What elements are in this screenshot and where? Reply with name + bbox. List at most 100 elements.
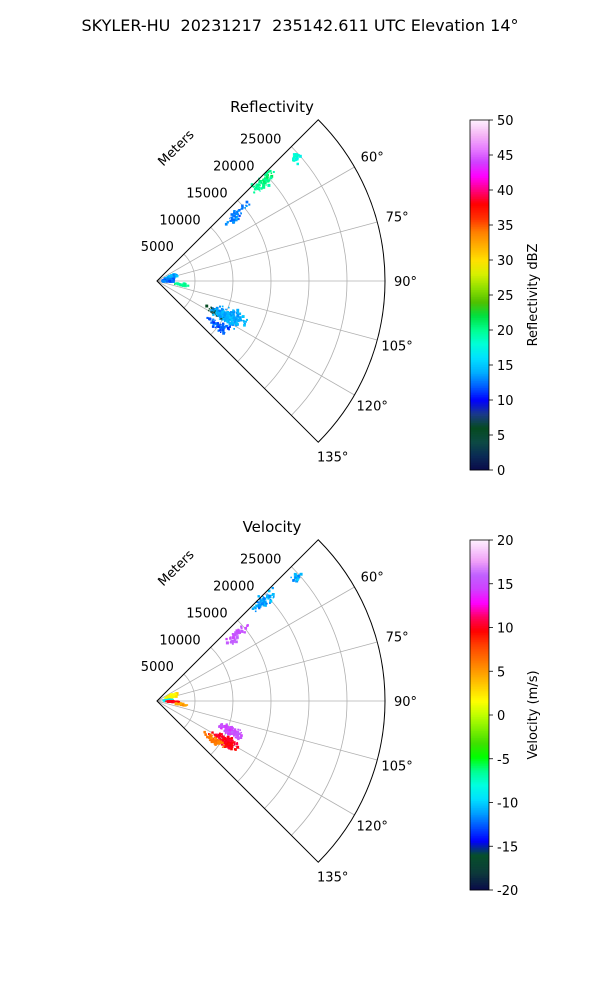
reflectivity-colorbar-swatch	[470, 415, 489, 418]
velocity-colorbar-swatch	[470, 758, 489, 761]
reflectivity-echo-gate	[221, 308, 223, 310]
velocity-colorbar-swatch	[470, 596, 489, 599]
reflectivity-colorbar-swatch	[470, 421, 489, 424]
reflectivity-echo-gate	[255, 184, 257, 186]
reflectivity-echo-gate	[174, 282, 177, 285]
velocity-echo-gate	[225, 641, 229, 645]
reflectivity-colorbar-tick-label: 25	[497, 289, 514, 304]
reflectivity-colorbar-swatch	[470, 153, 489, 156]
reflectivity-colorbar-swatch	[470, 338, 489, 341]
reflectivity-colorbar-swatch	[470, 310, 489, 313]
reflectivity-echo-gate	[263, 182, 266, 185]
reflectivity-colorbar-swatch	[470, 225, 489, 228]
velocity-echo-gate	[258, 607, 261, 610]
reflectivity-echo-gate	[205, 304, 207, 307]
reflectivity-echo-gate	[253, 185, 256, 187]
velocity-radial-axis-label: Meters	[156, 547, 198, 589]
reflectivity-colorbar-swatch	[470, 142, 489, 145]
velocity-colorbar-swatch	[470, 634, 489, 637]
velocity-colorbar-swatch	[470, 811, 489, 814]
reflectivity-colorbar-swatch	[470, 314, 489, 317]
reflectivity-echo-gate	[212, 318, 215, 321]
velocity-colorbar-tick-label: -10	[497, 797, 518, 812]
reflectivity-echo-gate	[226, 327, 230, 330]
reflectivity-echo-gate	[265, 175, 269, 179]
velocity-echo-gate	[235, 742, 239, 746]
velocity-colorbar-swatch	[470, 543, 489, 546]
velocity-echo-gate	[209, 738, 211, 740]
velocity-echo-gate	[244, 627, 248, 630]
velocity-echo-gate	[221, 746, 224, 748]
velocity-echo-cluster	[290, 572, 303, 583]
reflectivity-colorbar-swatch	[470, 221, 489, 224]
velocity-echo-gate	[237, 728, 240, 731]
velocity-echo-gate	[227, 732, 230, 735]
velocity-echo-gate	[297, 577, 300, 580]
velocity-echo-gate	[213, 734, 216, 736]
velocity-echo-gate	[170, 694, 173, 697]
velocity-colorbar-swatch	[470, 765, 489, 768]
velocity-echo-gate	[238, 732, 241, 735]
reflectivity-colorbar-swatch	[470, 387, 489, 390]
velocity-colorbar-swatch	[470, 699, 489, 702]
velocity-echo-gate	[251, 607, 255, 610]
reflectivity-echo-gate	[241, 315, 245, 318]
reflectivity-colorbar-swatch	[470, 281, 489, 284]
reflectivity-colorbar-swatch	[470, 247, 489, 250]
velocity-colorbar-swatch	[470, 664, 489, 667]
reflectivity-echo-gate	[221, 313, 224, 316]
reflectivity-echo-gate	[259, 184, 261, 187]
reflectivity-echo-gate	[226, 314, 228, 317]
reflectivity-colorbar-swatch	[470, 162, 489, 165]
velocity-echo-gate	[206, 735, 209, 739]
velocity-colorbar-swatch	[470, 755, 489, 758]
reflectivity-colorbar-swatch	[470, 389, 489, 392]
reflectivity-echo-gate	[237, 209, 240, 212]
reflectivity-echo-gate	[222, 308, 225, 311]
velocity-echo-gate	[224, 727, 228, 731]
velocity-colorbar-swatch	[470, 802, 489, 805]
reflectivity-echo-gate	[222, 330, 225, 333]
velocity-echo-gate	[215, 733, 218, 737]
reflectivity-colorbar-swatch	[470, 428, 489, 431]
velocity-echo-gate	[221, 723, 224, 726]
reflectivity-echo-gate	[266, 178, 269, 181]
reflectivity-echo-gate	[210, 321, 213, 324]
reflectivity-echo-gate	[243, 320, 246, 323]
reflectivity-colorbar-swatch	[470, 295, 489, 298]
reflectivity-echo-gate	[215, 322, 219, 326]
velocity-colorbar-swatch	[470, 709, 489, 712]
velocity-echo-gate	[219, 734, 222, 737]
velocity-colorbar-swatch	[470, 685, 489, 688]
velocity-echo-gate	[243, 631, 246, 634]
reflectivity-echo-gate	[235, 322, 239, 325]
reflectivity-echo-gate	[260, 187, 262, 189]
reflectivity-echo-gate	[265, 181, 267, 183]
reflectivity-colorbar-swatch	[470, 261, 489, 264]
reflectivity-echo-gate	[230, 213, 234, 216]
velocity-echo-gate	[232, 744, 234, 747]
reflectivity-colorbar-tick-label: 35	[497, 219, 514, 234]
velocity-colorbar-swatch	[470, 821, 489, 824]
reflectivity-colorbar-swatch	[470, 298, 489, 301]
reflectivity-echo-gate	[221, 311, 224, 314]
reflectivity-colorbar-swatch	[470, 277, 489, 280]
reflectivity-colorbar-swatch	[470, 400, 489, 403]
velocity-colorbar-swatch	[470, 839, 489, 842]
velocity-echo-gate	[264, 600, 267, 603]
velocity-colorbar-swatch	[470, 561, 489, 564]
velocity-azimuth-tick-label: 75°	[386, 631, 409, 646]
velocity-colorbar-tick-label: 5	[497, 665, 505, 680]
reflectivity-echo-gate	[246, 318, 248, 321]
reflectivity-colorbar-swatch	[470, 139, 489, 142]
reflectivity-echo-gate	[259, 182, 261, 184]
reflectivity-echo-gate	[216, 322, 219, 325]
velocity-echo-gate	[216, 738, 218, 741]
velocity-echo-gate	[227, 741, 230, 744]
reflectivity-colorbar-swatch	[470, 258, 489, 261]
velocity-colorbar-swatch	[470, 825, 489, 828]
reflectivity-echo-gate	[163, 277, 166, 280]
reflectivity-colorbar-tick-label: 0	[497, 464, 505, 479]
reflectivity-colorbar-swatch	[470, 228, 489, 231]
velocity-echo-gate	[210, 735, 212, 737]
